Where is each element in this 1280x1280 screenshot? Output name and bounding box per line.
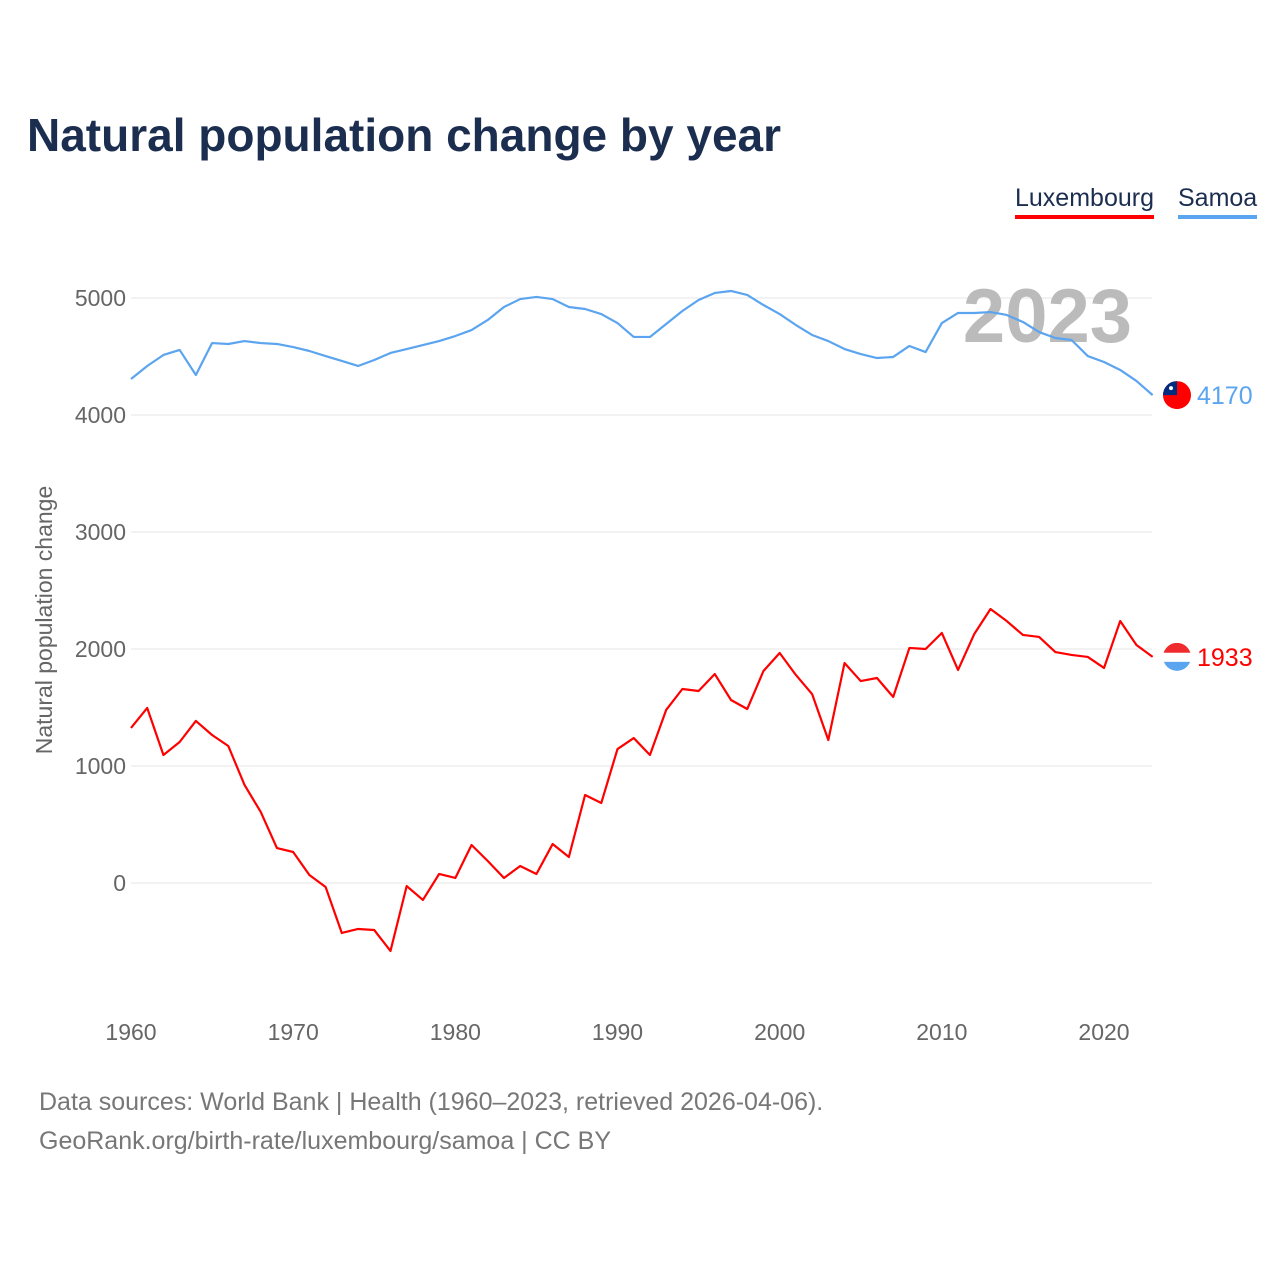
flag-stripe bbox=[1163, 642, 1191, 653]
x-tick-label: 2020 bbox=[1078, 1019, 1129, 1045]
x-tick-label: 2000 bbox=[754, 1019, 805, 1045]
flag-stripe bbox=[1163, 652, 1191, 662]
y-axis-label: Natural population change bbox=[31, 486, 57, 755]
x-tick-label: 1970 bbox=[268, 1019, 319, 1045]
legend-samoa[interactable]: Samoa bbox=[1178, 184, 1258, 219]
y-tick-label: 1000 bbox=[75, 753, 126, 779]
x-tick-label: 1980 bbox=[430, 1019, 481, 1045]
flag-body bbox=[1163, 381, 1191, 410]
y-tick-label: 4000 bbox=[75, 402, 126, 428]
end-value-label: 1933 bbox=[1197, 644, 1253, 672]
y-tick-label: 5000 bbox=[75, 285, 126, 311]
end-value-label: 4170 bbox=[1197, 382, 1253, 410]
legend-luxembourg[interactable]: Luxembourg bbox=[1015, 184, 1154, 219]
x-tick-label: 1960 bbox=[105, 1019, 156, 1045]
series-line-luxembourg bbox=[130, 607, 1154, 953]
flag-samoa-icon bbox=[1163, 381, 1191, 410]
flag-stripe bbox=[1163, 661, 1191, 671]
y-tick-label: 0 bbox=[113, 870, 126, 896]
x-tick-label: 2010 bbox=[916, 1019, 967, 1045]
y-tick-label: 2000 bbox=[75, 636, 126, 662]
flag-body bbox=[1163, 642, 1191, 671]
series-line-samoa bbox=[130, 289, 1154, 396]
x-tick-label: 1990 bbox=[592, 1019, 643, 1045]
footer-link[interactable]: GeoRank.org/birth-rate/luxembourg/samoa … bbox=[39, 1127, 612, 1155]
year-watermark: 2023 bbox=[963, 274, 1132, 359]
footer-sources: Data sources: World Bank | Health (1960–… bbox=[39, 1088, 824, 1116]
y-tick-label: 3000 bbox=[75, 519, 126, 545]
flag-luxembourg-icon bbox=[1163, 642, 1191, 671]
flag-star bbox=[1169, 386, 1173, 391]
chart-title: Natural population change by year bbox=[27, 109, 782, 161]
